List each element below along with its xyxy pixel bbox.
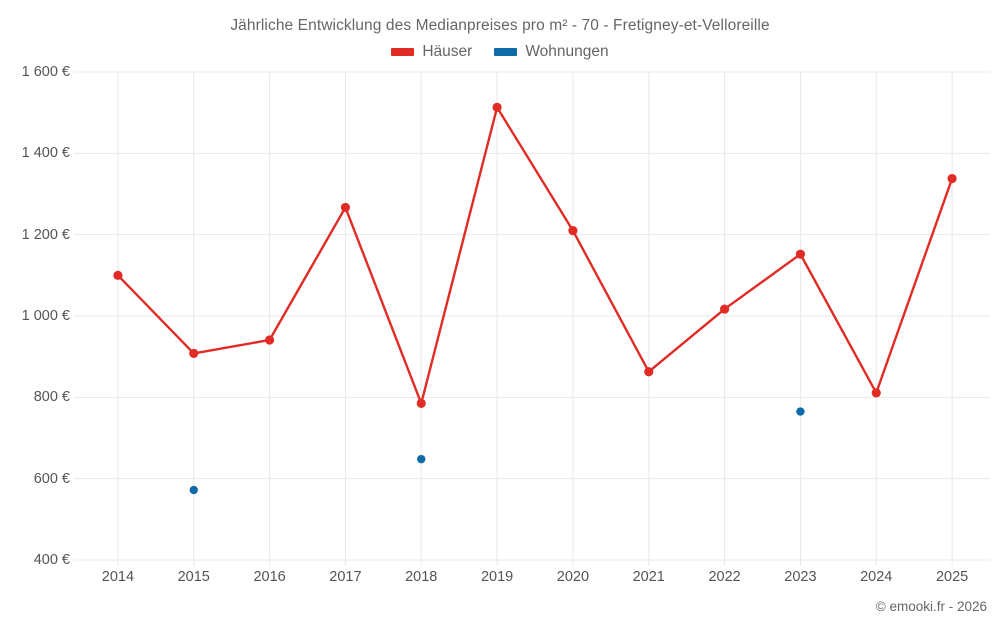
- data-point[interactable]: Häuser 2024: 811 €: [871, 388, 881, 398]
- x-tick-label: 2021: [632, 569, 665, 585]
- grid-lines: [80, 71, 990, 561]
- x-tick-label: 2024: [860, 569, 893, 585]
- footer-credit: © emooki.fr - 2026: [875, 599, 987, 614]
- plot-svg: Häuser 2014: 1100 € Häuser 2015: 908 € Häu…: [74, 71, 990, 566]
- x-tick-label: 2016: [253, 569, 286, 585]
- y-tick-label: 1 200 €: [21, 226, 70, 243]
- x-tick-label: 2023: [784, 569, 817, 585]
- legend-swatch-wohnungen: [494, 48, 518, 56]
- y-tick-label: 1 000 €: [21, 308, 70, 324]
- legend-swatch-hauser: [391, 48, 415, 56]
- legend-item-wohnungen[interactable]: Wohnungen: [494, 43, 609, 61]
- x-tick-label: 2020: [556, 569, 590, 585]
- legend-label-hauser: Häuser: [422, 43, 473, 60]
- data-point[interactable]: Häuser 2019: 1513 €: [492, 102, 502, 112]
- chart-title: Jährliche Entwicklung des Medianpreises …: [230, 17, 770, 34]
- data-point[interactable]: Wohnungen 2018: 648 €: [417, 454, 426, 464]
- data-point[interactable]: Häuser 2021: 863 €: [644, 367, 654, 377]
- data-point[interactable]: Häuser 2015: 908 €: [189, 348, 199, 359]
- x-tick-label: 2014: [101, 569, 135, 585]
- y-tick-label: 1 600 €: [21, 64, 70, 80]
- data-point[interactable]: Häuser 2014: 1100 €: [113, 270, 123, 280]
- y-axis: 400 € 600 € 800 € 1 000 € 1 200 € 1 400 € 1 60…: [0, 0, 80, 625]
- x-tick-label: 2022: [708, 569, 741, 585]
- x-tick-label: 2025: [935, 569, 969, 585]
- legend-item-hauser[interactable]: Häuser: [391, 43, 472, 61]
- data-point[interactable]: Wohnungen 2015: 572 €: [189, 485, 198, 495]
- y-tick-label: 800 €: [33, 389, 70, 406]
- y-tick-label: 1 400 €: [21, 145, 70, 162]
- series-layer: Häuser 2014: 1100 € Häuser 2015: 908 € Häu…: [113, 102, 957, 495]
- x-tick-label: 2017: [329, 569, 362, 585]
- data-point[interactable]: Häuser 2022: 1017 €: [719, 304, 730, 314]
- data-point[interactable]: Häuser 2020: 1210 €: [568, 226, 578, 236]
- legend-label-wohnungen: Wohnungen: [525, 43, 609, 60]
- data-point[interactable]: Häuser 2016: 941 €: [264, 335, 275, 345]
- y-tick-label: 600 €: [33, 470, 70, 487]
- y-tick-label: 400 €: [33, 552, 70, 568]
- plot-area: Häuser 2014: 1100 € Häuser 2015: 908 € Häu…: [74, 71, 990, 566]
- data-point[interactable]: Häuser 2017: 1267 €: [340, 202, 351, 213]
- data-point[interactable]: Wohnungen 2023: 765 €: [796, 407, 805, 416]
- x-tick-label: 2019: [480, 569, 514, 585]
- x-tick-label: 2018: [405, 569, 438, 585]
- data-point[interactable]: Häuser 2025: 1338 €: [947, 173, 957, 184]
- data-point[interactable]: Häuser 2018: 785 €: [416, 398, 426, 409]
- chart-legend: Häuser Wohnungen: [0, 43, 1000, 61]
- x-tick-label: 2015: [177, 569, 210, 585]
- axis-lines: [74, 71, 953, 566]
- series-line-0: [116, 106, 954, 405]
- data-point[interactable]: Häuser 2023: 1152 €: [795, 249, 806, 259]
